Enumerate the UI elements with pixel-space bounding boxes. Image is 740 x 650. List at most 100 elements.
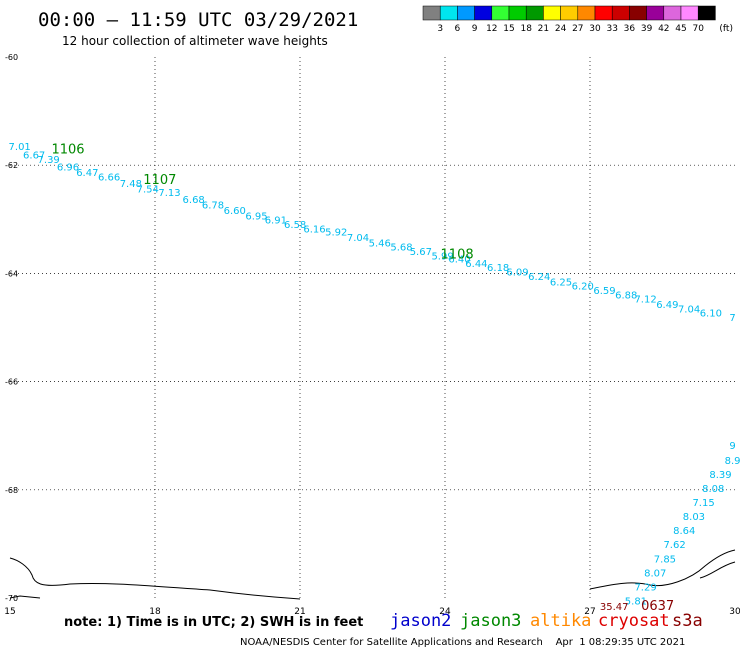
satellite-jason2: jason2 xyxy=(390,611,451,631)
swh-value: 8.08 xyxy=(702,484,724,495)
swh-value: 6.59 xyxy=(593,286,615,297)
swh-value: 7.54 xyxy=(137,184,159,195)
legend-swatch xyxy=(422,5,441,21)
legend-label: 24 xyxy=(555,24,567,34)
satellite-legend: jason2 jason3 altika cryosat s3a xyxy=(390,611,703,631)
satellite-cryosat: cryosat xyxy=(598,611,670,631)
legend-label: 15 xyxy=(503,24,514,34)
legend-swatch xyxy=(611,5,630,21)
legend-label: 33 xyxy=(606,24,617,34)
chart-title: 00:00 – 11:59 UTC 03/29/2021 xyxy=(38,9,358,31)
swh-value: 8.39 xyxy=(709,470,731,481)
swh-value: 7.04 xyxy=(678,304,700,315)
swh-value: 35.47 xyxy=(600,602,629,613)
y-tick-label: -62 xyxy=(5,161,18,170)
legend-label: 21 xyxy=(538,24,549,34)
legend-swatch xyxy=(663,5,682,21)
satellite-s3a: s3a xyxy=(672,611,703,631)
swh-value: 7.29 xyxy=(634,582,656,593)
color-legend: 3 6 9 12 15 18 21 24 27 30 33 36 39 42 45 70 (ft) xyxy=(422,5,733,34)
swh-value: 6.10 xyxy=(700,309,722,320)
swh-value: 7.39 xyxy=(38,155,60,166)
satellite-altika: altika xyxy=(530,611,591,631)
swh-value: 7.62 xyxy=(663,540,685,551)
swh-value: 7.01 xyxy=(9,142,31,153)
legend-label: 27 xyxy=(572,24,583,34)
plot-area: 15 18 21 24 27 30-60-62-64-66-68-707.016.677.… xyxy=(4,53,740,617)
legend-label: 6 xyxy=(455,24,461,34)
chart-subtitle: 12 hour collection of altimeter wave hei… xyxy=(62,34,328,48)
swh-value: 6.16 xyxy=(303,224,325,235)
swh-value: 7.12 xyxy=(634,295,656,306)
x-tick-label: 24 xyxy=(439,607,451,617)
x-tick-label: 18 xyxy=(149,607,161,617)
legend-label: 39 xyxy=(641,24,653,34)
coastline-path xyxy=(9,549,736,600)
legend-label: 30 xyxy=(589,24,601,34)
legend-unit: (ft) xyxy=(719,24,733,34)
swh-value: 6.18 xyxy=(487,263,509,274)
x-tick-label: 27 xyxy=(584,607,595,617)
swh-value: 6.20 xyxy=(572,282,594,293)
swh-value: 8.07 xyxy=(644,568,666,579)
swh-value: 6.24 xyxy=(528,272,550,283)
x-tick-label: 21 xyxy=(294,607,305,617)
swh-value: 7.15 xyxy=(692,498,714,509)
swh-value: 6.60 xyxy=(224,206,246,217)
swh-value: 5.81 xyxy=(625,596,647,607)
swh-value: 6.68 xyxy=(183,195,205,206)
x-tick-label: 15 xyxy=(4,607,15,617)
legend-swatch xyxy=(525,5,544,21)
swh-value: 6.47 xyxy=(76,168,98,179)
swh-value: 6.96 xyxy=(57,163,79,174)
satellite-jason3: jason3 xyxy=(460,611,521,631)
swh-value: 6.67 xyxy=(23,151,45,162)
legend-label: 3 xyxy=(437,24,443,34)
swh-value: 6.88 xyxy=(615,290,637,301)
legend-swatch xyxy=(680,5,699,21)
footer-note: note: 1) Time is in UTC; 2) SWH is in fe… xyxy=(64,615,363,630)
legend-swatch xyxy=(508,5,527,21)
y-tick-label: -60 xyxy=(5,53,18,62)
pass-label: 1106 xyxy=(51,142,84,157)
legend-swatch xyxy=(491,5,510,21)
swh-value: 6.44 xyxy=(465,259,487,270)
pass-label: 1108 xyxy=(441,247,474,262)
swh-value: 7.04 xyxy=(347,233,369,244)
pass-label: 1107 xyxy=(143,173,176,188)
swh-value: 5.68 xyxy=(390,243,412,254)
swh-value: 7.13 xyxy=(158,188,180,199)
swh-value: 7.48 xyxy=(120,179,142,190)
swh-value: 5.46 xyxy=(369,238,391,249)
swh-value: 6.25 xyxy=(550,277,572,288)
y-tick-label: -64 xyxy=(5,269,18,278)
swh-value: 6.09 xyxy=(506,268,528,279)
legend-swatch xyxy=(577,5,596,21)
swh-value: 8.64 xyxy=(673,526,695,537)
legend-swatch xyxy=(474,5,493,21)
swh-value: 6.78 xyxy=(202,200,224,211)
legend-label: 70 xyxy=(692,24,704,34)
swh-value: 8.03 xyxy=(683,512,705,523)
footer-credit: NOAA/NESDIS Center for Satellite Applica… xyxy=(240,637,685,648)
legend-swatch xyxy=(439,5,458,21)
x-tick-label: 30 xyxy=(729,607,740,617)
legend-label: 9 xyxy=(472,24,478,34)
swh-value: 6.58 xyxy=(284,220,306,231)
legend-swatch xyxy=(457,5,475,21)
pass-label: 0637 xyxy=(641,599,674,614)
swh-value: 6.49 xyxy=(656,300,678,311)
swh-value: 8.9 xyxy=(725,456,740,467)
swh-value: 9 xyxy=(729,441,735,452)
legend-label: 18 xyxy=(520,24,532,34)
legend-swatch xyxy=(560,5,579,21)
swh-value: 7 xyxy=(729,313,735,324)
swh-value: 6.91 xyxy=(265,216,287,227)
legend-swatch xyxy=(543,5,561,21)
swh-value: 5.92 xyxy=(325,228,347,239)
y-tick-label: -70 xyxy=(5,594,18,603)
y-tick-label: -66 xyxy=(5,378,18,387)
legend-swatch xyxy=(697,5,716,21)
legend-swatch xyxy=(629,5,647,21)
